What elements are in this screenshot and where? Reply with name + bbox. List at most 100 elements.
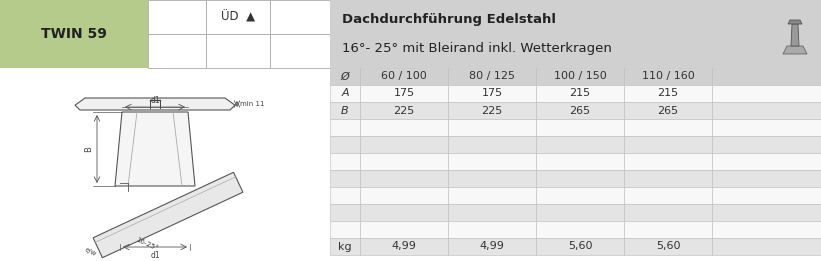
Bar: [0, 0, 148, 68]
Bar: [360, 170, 448, 187]
Bar: [360, 102, 448, 119]
Bar: [448, 187, 536, 204]
Polygon shape: [93, 172, 243, 258]
Text: 60 / 100: 60 / 100: [381, 72, 427, 81]
Text: 175: 175: [393, 88, 415, 98]
Text: TWIN 59: TWIN 59: [41, 27, 107, 41]
Text: 5,60: 5,60: [568, 241, 592, 252]
Bar: [360, 85, 448, 102]
Polygon shape: [788, 20, 802, 24]
Text: B: B: [342, 105, 349, 116]
Bar: [148, 34, 206, 68]
Bar: [624, 153, 712, 170]
Bar: [448, 85, 536, 102]
Bar: [360, 221, 448, 238]
Bar: [712, 221, 821, 238]
Text: 215: 215: [658, 88, 679, 98]
Bar: [448, 238, 536, 255]
Bar: [536, 119, 624, 136]
Text: 100 / 150: 100 / 150: [553, 72, 607, 81]
Bar: [330, 238, 360, 255]
Bar: [448, 136, 536, 153]
Text: B: B: [85, 146, 94, 152]
Text: 110 / 160: 110 / 160: [642, 72, 695, 81]
Bar: [206, 0, 270, 34]
Text: 265: 265: [658, 105, 679, 116]
Bar: [712, 238, 821, 255]
Bar: [330, 204, 360, 221]
Bar: [712, 153, 821, 170]
Bar: [536, 85, 624, 102]
Bar: [448, 102, 536, 119]
Bar: [624, 221, 712, 238]
Text: d1: d1: [150, 96, 160, 105]
Bar: [448, 221, 536, 238]
Bar: [448, 119, 536, 136]
Polygon shape: [75, 98, 235, 110]
Bar: [330, 68, 360, 85]
Bar: [536, 136, 624, 153]
Text: 225: 225: [481, 105, 502, 116]
Bar: [360, 238, 448, 255]
Bar: [712, 85, 821, 102]
Bar: [330, 102, 360, 119]
Bar: [624, 68, 712, 85]
Text: 265: 265: [570, 105, 590, 116]
Bar: [712, 102, 821, 119]
Bar: [360, 119, 448, 136]
Bar: [330, 0, 821, 68]
Bar: [330, 170, 360, 187]
Bar: [624, 136, 712, 153]
Bar: [448, 170, 536, 187]
Bar: [712, 119, 821, 136]
Bar: [536, 170, 624, 187]
Bar: [624, 238, 712, 255]
Bar: [206, 34, 270, 68]
Text: 16-25°: 16-25°: [135, 236, 159, 252]
Text: 215: 215: [570, 88, 590, 98]
Bar: [624, 119, 712, 136]
Bar: [624, 170, 712, 187]
Text: 175: 175: [481, 88, 502, 98]
Polygon shape: [783, 46, 807, 54]
Bar: [330, 136, 360, 153]
Bar: [536, 68, 624, 85]
Bar: [624, 85, 712, 102]
Bar: [270, 34, 330, 68]
Bar: [712, 68, 821, 85]
Text: ÜD  ▲: ÜD ▲: [221, 10, 255, 23]
Bar: [448, 153, 536, 170]
Bar: [270, 0, 330, 34]
Bar: [360, 187, 448, 204]
Bar: [536, 238, 624, 255]
Bar: [536, 204, 624, 221]
Text: 5,60: 5,60: [656, 241, 681, 252]
Bar: [624, 102, 712, 119]
Polygon shape: [791, 24, 799, 46]
Text: 16°- 25° mit Bleirand inkl. Wetterkragen: 16°- 25° mit Bleirand inkl. Wetterkragen: [342, 43, 612, 55]
Text: d1: d1: [150, 251, 160, 260]
Bar: [448, 68, 536, 85]
Bar: [330, 153, 360, 170]
Bar: [330, 119, 360, 136]
Bar: [360, 204, 448, 221]
Bar: [330, 221, 360, 238]
Bar: [360, 136, 448, 153]
Text: 4,99: 4,99: [392, 241, 416, 252]
Text: 80 / 125: 80 / 125: [469, 72, 515, 81]
Bar: [148, 0, 206, 34]
Text: Dachdurchführung Edelstahl: Dachdurchführung Edelstahl: [342, 13, 556, 26]
Bar: [712, 187, 821, 204]
Text: e/w: e/w: [84, 247, 98, 257]
Bar: [330, 85, 360, 102]
Bar: [712, 204, 821, 221]
Text: min 11: min 11: [240, 101, 264, 107]
Text: A: A: [342, 88, 349, 98]
Bar: [712, 170, 821, 187]
Bar: [536, 221, 624, 238]
Bar: [712, 136, 821, 153]
Bar: [330, 187, 360, 204]
Bar: [624, 204, 712, 221]
Text: 225: 225: [393, 105, 415, 116]
Bar: [536, 187, 624, 204]
